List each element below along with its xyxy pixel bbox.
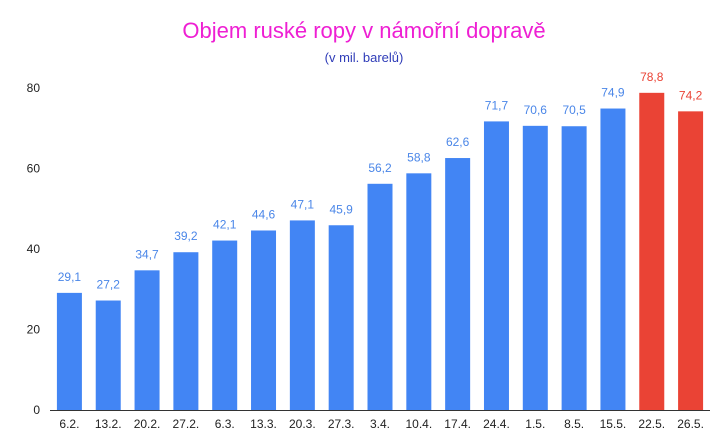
bar-22-5 [639,92,665,410]
x-tick-label: 15.5. [600,417,627,431]
bar-20-3 [289,220,315,410]
bar-27-2 [173,252,199,410]
x-tick-label: 26.5. [677,417,704,431]
chart-title: Objem ruské ropy v námořní dopravě [182,18,546,43]
x-tick-label: 22.5. [638,417,665,431]
data-label: 70,6 [524,103,548,117]
data-label: 74,2 [679,88,703,102]
bar-27-3 [328,225,354,410]
x-tick-label: 17.4. [444,417,471,431]
bar-17-4 [445,158,471,410]
data-label: 39,2 [174,229,198,243]
y-tick-label: 40 [27,242,41,256]
x-tick-label: 27.2. [173,417,200,431]
data-label: 29,1 [58,270,82,284]
x-tick-label: 6.3. [215,417,235,431]
data-label: 42,1 [213,218,237,232]
bar-13-2 [95,300,121,410]
x-tick-label: 6.2. [59,417,79,431]
bar-8-5 [561,126,587,411]
data-label: 78,8 [640,70,664,84]
x-tick-label: 20.3. [289,417,316,431]
y-tick-label: 60 [27,162,41,176]
chart-subtitle: (v mil. barelů) [324,50,404,65]
data-label: 56,2 [368,161,392,175]
data-label: 27,2 [97,278,121,292]
bar-20-2 [134,270,160,410]
data-label: 70,5 [562,103,586,117]
bar-13-3 [251,230,277,410]
data-label: 74,9 [601,86,625,100]
x-tick-label: 24.4. [483,417,510,431]
x-tick-label: 1.5. [525,417,545,431]
data-label: 62,6 [446,135,470,149]
bar-3-4 [367,183,393,410]
data-label: 44,6 [252,207,276,221]
data-label: 47,1 [291,197,315,211]
x-tick-label: 27.3. [328,417,355,431]
y-tick-label: 0 [33,403,40,417]
bar-24-4 [483,121,509,410]
y-tick-label: 20 [27,323,41,337]
x-tick-label: 3.4. [370,417,390,431]
x-tick-label: 13.2. [95,417,122,431]
bar-15-5 [600,108,626,410]
bar-1-5 [522,125,548,411]
x-tick-label: 20.2. [134,417,161,431]
y-tick-label: 80 [27,81,41,95]
bar-6-3 [212,240,238,410]
data-label: 58,8 [407,150,431,164]
x-tick-label: 8.5. [564,417,584,431]
data-label: 45,9 [329,202,353,216]
bar-10-4 [406,173,432,410]
x-tick-label: 13.3. [250,417,277,431]
bar-26-5 [678,111,704,410]
x-tick-label: 10.4. [405,417,432,431]
data-label: 34,7 [135,247,159,261]
bar-6-2 [56,292,82,410]
data-label: 71,7 [485,98,509,112]
